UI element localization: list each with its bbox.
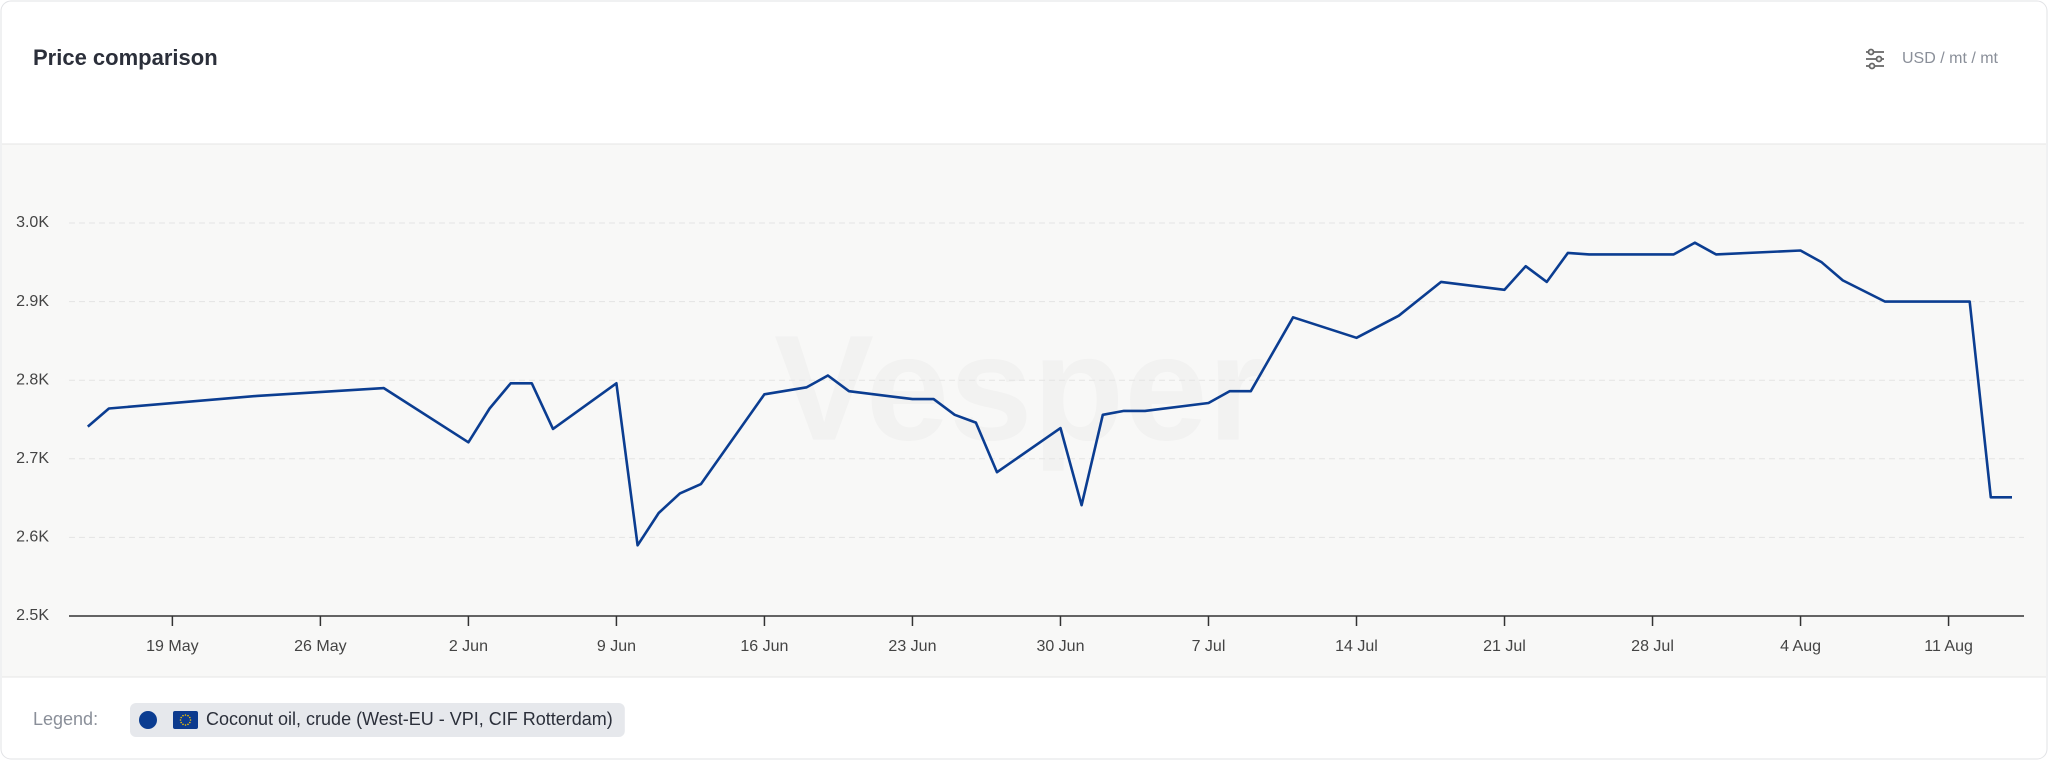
flag-star bbox=[189, 719, 192, 721]
flag-star bbox=[182, 723, 184, 726]
flag-star bbox=[184, 714, 187, 716]
x-tick-label: 16 Jun bbox=[740, 638, 788, 655]
y-tick-label: 2.5K bbox=[16, 607, 49, 624]
x-tick-label: 26 May bbox=[294, 638, 346, 655]
flag-star bbox=[189, 716, 191, 719]
flag-star bbox=[187, 714, 189, 717]
flag-star bbox=[180, 721, 182, 724]
x-tick-label: 9 Jun bbox=[597, 638, 636, 655]
y-tick-label: 2.6K bbox=[16, 529, 49, 546]
x-tick-label: 14 Jul bbox=[1335, 638, 1378, 655]
flag-star bbox=[187, 723, 189, 726]
y-tick-label: 2.7K bbox=[16, 450, 49, 467]
x-tick-label: 30 Jun bbox=[1036, 638, 1084, 655]
chart-title: Price comparison bbox=[33, 45, 218, 70]
flag-star bbox=[189, 721, 191, 724]
legend-marker bbox=[139, 711, 157, 729]
legend-text: Coconut oil, crude (West-EU - VPI, CIF R… bbox=[206, 709, 613, 729]
watermark: Vesper bbox=[774, 304, 1266, 472]
legend-item[interactable]: Coconut oil, crude (West-EU - VPI, CIF R… bbox=[130, 703, 625, 737]
legend-pill bbox=[130, 703, 625, 737]
y-tick-label: 2.9K bbox=[16, 293, 49, 310]
series-line bbox=[86, 241, 2012, 547]
x-tick-label: 2 Jun bbox=[449, 638, 488, 655]
flag-star bbox=[184, 724, 187, 726]
y-tick-label: 2.8K bbox=[16, 371, 49, 388]
legend: Coconut oil, crude (West-EU - VPI, CIF R… bbox=[130, 703, 625, 737]
x-tick-label: 4 Aug bbox=[1780, 638, 1821, 655]
x-tick-label: 28 Jul bbox=[1631, 638, 1674, 655]
units-selector[interactable]: USD / mt / mt bbox=[1902, 50, 1999, 67]
flag-stars bbox=[179, 714, 192, 726]
x-tick-label: 21 Jul bbox=[1483, 638, 1526, 655]
x-tick-label: 19 May bbox=[146, 638, 198, 655]
y-tick-label: 3.0K bbox=[16, 214, 49, 231]
x-tick-label: 11 Aug bbox=[1924, 638, 1973, 655]
flag-star bbox=[182, 714, 184, 717]
settings-icon[interactable] bbox=[1866, 48, 1884, 70]
flag-star bbox=[180, 716, 182, 719]
x-tick-label: 7 Jul bbox=[1192, 638, 1226, 655]
flag-star bbox=[179, 719, 182, 721]
x-tick-label: 23 Jun bbox=[888, 638, 936, 655]
legend-label: Legend: bbox=[33, 709, 98, 729]
chart-background bbox=[2, 144, 2046, 677]
flag-icon bbox=[173, 711, 198, 729]
